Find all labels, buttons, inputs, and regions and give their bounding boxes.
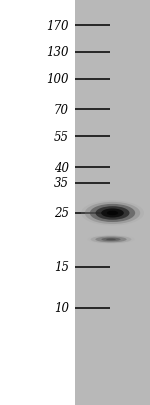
Ellipse shape xyxy=(90,205,135,222)
Bar xyxy=(75,0,150,405)
Ellipse shape xyxy=(106,239,116,241)
Text: 35: 35 xyxy=(54,177,69,190)
Ellipse shape xyxy=(85,202,140,224)
Ellipse shape xyxy=(95,237,127,243)
Text: 100: 100 xyxy=(46,73,69,86)
Text: 15: 15 xyxy=(54,261,69,274)
Text: 10: 10 xyxy=(54,301,69,314)
Ellipse shape xyxy=(91,236,131,243)
Text: 70: 70 xyxy=(54,104,69,117)
Text: 55: 55 xyxy=(54,130,69,143)
Ellipse shape xyxy=(87,235,135,244)
Text: 170: 170 xyxy=(46,20,69,33)
Ellipse shape xyxy=(101,238,121,241)
Ellipse shape xyxy=(107,211,118,216)
Ellipse shape xyxy=(81,201,144,226)
Ellipse shape xyxy=(96,207,129,220)
Ellipse shape xyxy=(101,209,124,218)
Bar xyxy=(0,0,75,405)
Text: 25: 25 xyxy=(54,207,69,220)
Text: 130: 130 xyxy=(46,46,69,59)
Text: 40: 40 xyxy=(54,162,69,175)
